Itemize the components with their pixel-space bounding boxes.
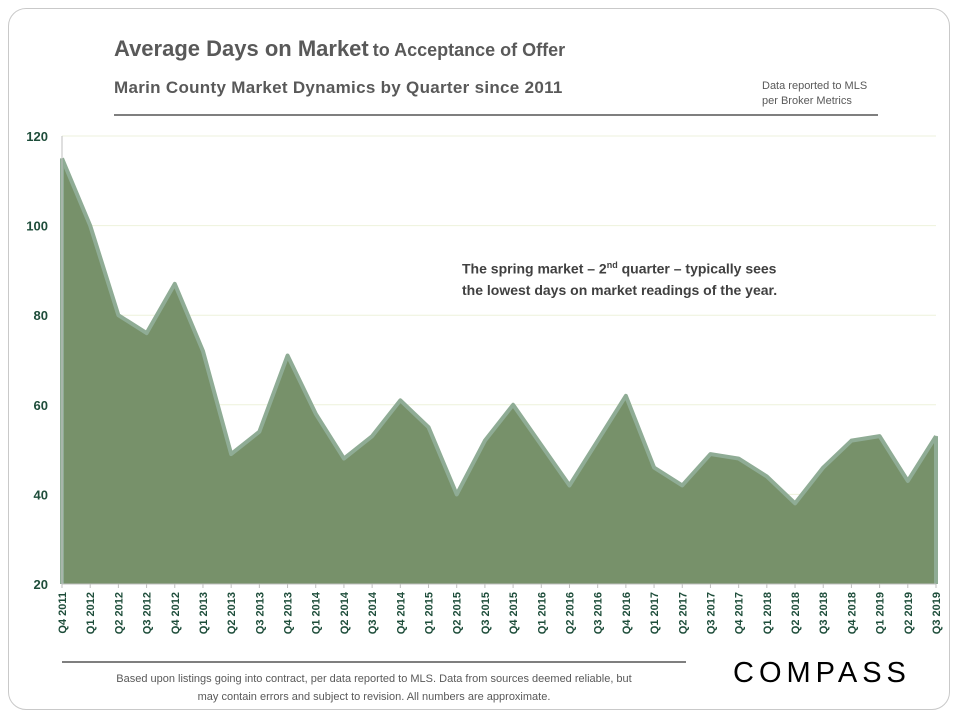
- data-point: [258, 431, 260, 433]
- footnote: Based upon listings going into contract,…: [62, 670, 686, 706]
- data-point: [484, 440, 486, 442]
- data-point: [202, 350, 204, 352]
- x-tick-label: Q2 2018: [790, 592, 802, 634]
- source-line-2: per Broker Metrics: [762, 95, 852, 107]
- data-point: [456, 493, 458, 495]
- data-point: [540, 444, 542, 446]
- area-fill: [62, 158, 936, 584]
- annotation-line-2: the lowest days on market readings of th…: [462, 281, 778, 298]
- x-tick-label: Q2 2014: [339, 591, 351, 634]
- data-point: [625, 395, 627, 397]
- x-tick-label: Q3 2019: [931, 592, 943, 634]
- x-tick-label: Q3 2014: [367, 591, 379, 634]
- data-point: [315, 413, 317, 415]
- chart-title-main: Average Days on Market: [114, 36, 369, 61]
- annotation-line-1-a: The spring market – 2: [462, 260, 607, 277]
- x-tick-label: Q4 2013: [283, 592, 295, 634]
- x-tick-label: Q4 2015: [508, 592, 520, 634]
- x-tick-label: Q3 2015: [480, 592, 492, 634]
- slide-frame: [8, 8, 950, 710]
- data-point: [399, 399, 401, 401]
- data-point: [117, 314, 119, 316]
- data-point: [822, 467, 824, 469]
- source-note: Data reported to MLS per Broker Metrics: [762, 79, 867, 109]
- annotation-line-1-b: quarter – typically sees: [617, 260, 777, 277]
- data-point: [738, 458, 740, 460]
- y-tick-label: 60: [34, 398, 48, 413]
- data-point: [879, 435, 881, 437]
- x-tick-label: Q2 2016: [564, 592, 576, 634]
- y-tick-label: 100: [26, 219, 48, 234]
- chart-title-sub: to Acceptance of Offer: [372, 40, 566, 60]
- annotation-line-1: The spring market – 2nd quarter – typica…: [462, 255, 777, 280]
- x-tick-label: Q2 2017: [677, 592, 689, 634]
- x-tick-label: Q4 2018: [846, 592, 858, 634]
- data-point: [512, 404, 514, 406]
- x-tick-label: Q3 2018: [818, 592, 830, 634]
- x-tick-label: Q1 2015: [424, 592, 436, 634]
- x-tick-label: Q2 2019: [903, 592, 915, 634]
- data-point: [766, 475, 768, 477]
- x-tick-label: Q4 2011: [57, 592, 69, 634]
- x-tick-label: Q1 2013: [198, 592, 210, 634]
- y-tick-label: 120: [26, 129, 48, 144]
- y-tick-label: 80: [34, 308, 48, 323]
- footer-divider: [62, 661, 686, 663]
- compass-logo: COMPASS: [733, 657, 911, 689]
- x-tick-label: Q3 2013: [254, 592, 266, 634]
- x-tick-label: Q1 2012: [85, 592, 97, 634]
- x-tick-label: Q1 2016: [536, 592, 548, 634]
- x-tick-label: Q1 2018: [762, 592, 774, 634]
- footnote-line-1: Based upon listings going into contract,…: [116, 673, 632, 685]
- data-point: [681, 484, 683, 486]
- chart-subtitle: Marin County Market Dynamics by Quarter …: [114, 78, 563, 97]
- x-tick-label: Q3 2017: [705, 592, 717, 634]
- data-point: [428, 426, 430, 428]
- x-tick-label: Q2 2013: [226, 592, 238, 634]
- data-point: [174, 283, 176, 285]
- footnote-line-2: may contain errors and subject to revisi…: [197, 691, 551, 703]
- data-point: [146, 332, 148, 334]
- data-point: [935, 435, 937, 437]
- x-tick-label: Q3 2016: [593, 592, 605, 634]
- data-point: [343, 458, 345, 460]
- chart-annotation: The spring market – 2nd quarter – typica…: [462, 255, 777, 301]
- x-tick-label: Q4 2016: [621, 592, 633, 634]
- data-point: [287, 355, 289, 357]
- y-tick-label: 20: [34, 577, 48, 592]
- data-point: [850, 440, 852, 442]
- x-tick-label: Q3 2012: [142, 592, 154, 634]
- x-tick-label: Q1 2017: [649, 592, 661, 634]
- x-tick-label: Q2 2015: [452, 592, 464, 634]
- data-point: [568, 484, 570, 486]
- x-tick-label: Q4 2012: [170, 592, 182, 634]
- area-outline: [60, 157, 938, 506]
- source-line-1: Data reported to MLS: [762, 80, 868, 92]
- data-point: [89, 225, 91, 227]
- x-tick-label: Q1 2019: [875, 592, 887, 634]
- x-tick-label: Q1 2014: [311, 591, 323, 634]
- chart-title: Average Days on Market to Acceptance of O…: [114, 36, 565, 62]
- x-tick-label: Q2 2012: [113, 592, 125, 634]
- data-point: [794, 502, 796, 504]
- annotation-superscript: nd: [606, 260, 618, 270]
- header-divider: [114, 114, 878, 116]
- data-point: [230, 453, 232, 455]
- data-point: [709, 453, 711, 455]
- x-tick-label: Q4 2014: [395, 591, 407, 634]
- y-tick-label: 40: [34, 487, 48, 502]
- data-point: [371, 435, 373, 437]
- x-tick-label: Q4 2017: [734, 592, 746, 634]
- data-point: [907, 480, 909, 482]
- data-point: [653, 467, 655, 469]
- data-point: [597, 440, 599, 442]
